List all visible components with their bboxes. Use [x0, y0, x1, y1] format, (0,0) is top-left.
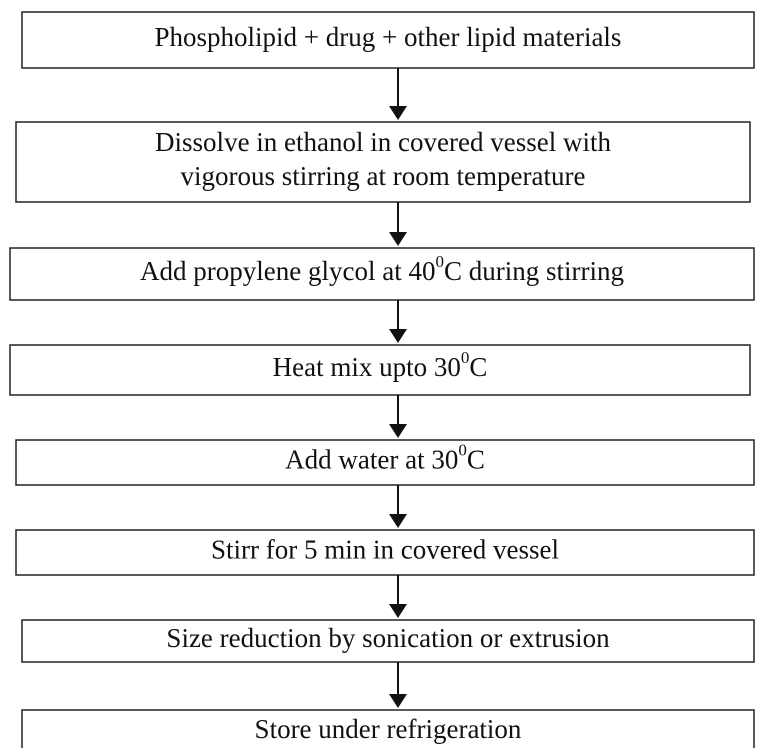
label-text: C	[467, 445, 485, 475]
superscript: 0	[458, 440, 467, 459]
step-label: Add water at 300C	[285, 440, 485, 474]
step: Add propylene glycol at 400C during stir…	[9, 247, 755, 301]
label-text: Heat mix upto 30	[273, 352, 461, 382]
step: Heat mix upto 300C	[9, 344, 751, 396]
label-text: Add water at 30	[285, 445, 458, 475]
step-label: vigorous stirring at room temperature	[181, 161, 586, 191]
step-box	[15, 529, 755, 576]
step-label: Heat mix upto 300C	[273, 348, 488, 382]
step-box	[9, 344, 751, 396]
label-text: C	[469, 352, 487, 382]
step-box	[15, 439, 755, 486]
label-text: Size reduction by sonication or extrusio…	[166, 623, 610, 653]
step-box	[15, 121, 751, 203]
label-text: Phospholipid + drug + other lipid materi…	[155, 22, 622, 52]
label-text: vigorous stirring at room temperature	[181, 161, 586, 191]
step-label: Stirr for 5 min in covered vessel	[211, 535, 559, 565]
step: Add water at 300C	[15, 439, 755, 486]
step: Size reduction by sonication or extrusio…	[21, 619, 755, 663]
arrow-head	[389, 424, 407, 438]
label-text: Dissolve in ethanol in covered vessel wi…	[155, 127, 611, 157]
step-label: Add propylene glycol at 400C during stir…	[140, 252, 624, 286]
arrow-head	[389, 604, 407, 618]
step-box	[21, 709, 755, 753]
label-text: Add propylene glycol at 40	[140, 256, 435, 286]
step-box	[21, 619, 755, 663]
step-box	[21, 11, 755, 69]
label-text: C during stirring	[444, 256, 624, 286]
step: Store under refrigeration	[21, 709, 755, 753]
step-box	[9, 247, 755, 301]
arrow-head	[389, 694, 407, 708]
arrow-head	[389, 514, 407, 528]
step-label: Phospholipid + drug + other lipid materi…	[155, 22, 622, 52]
step-label: Dissolve in ethanol in covered vessel wi…	[155, 127, 611, 157]
arrow-head	[389, 106, 407, 120]
step: Stirr for 5 min in covered vessel	[15, 529, 755, 576]
superscript: 0	[435, 252, 444, 271]
step-label: Size reduction by sonication or extrusio…	[166, 623, 610, 653]
step: Phospholipid + drug + other lipid materi…	[21, 11, 755, 69]
label-text: Stirr for 5 min in covered vessel	[211, 535, 559, 565]
arrow-head	[389, 232, 407, 246]
superscript: 0	[461, 348, 470, 367]
label-text: Store under refrigeration	[255, 714, 522, 744]
step: Dissolve in ethanol in covered vessel wi…	[15, 121, 751, 203]
step-label: Store under refrigeration	[255, 714, 522, 744]
arrow-head	[389, 329, 407, 343]
